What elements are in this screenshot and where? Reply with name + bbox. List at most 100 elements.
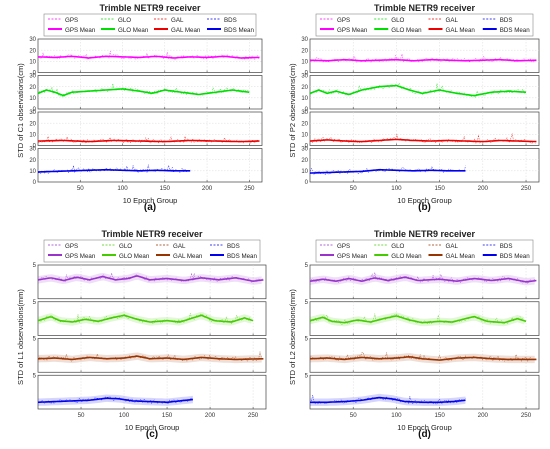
y-tick-label: 30 (29, 147, 36, 153)
x-tick-label: 200 (202, 185, 213, 192)
y-tick-label: 20 (29, 158, 36, 164)
legend-entry: GLO Mean (391, 253, 422, 260)
chart-title: Trimble NETR9 receiver (374, 229, 476, 239)
series-mean-gal (309, 355, 537, 361)
legend-entry: GPS Mean (337, 27, 368, 34)
legend-entry: BDS Mean (500, 253, 530, 260)
subplot-gps: 0 10 20 30 (301, 37, 540, 77)
y-axis-label: STD of P2 observations(cm) (288, 63, 297, 158)
y-tick-label: 5 (305, 337, 309, 343)
series-mean-bds (310, 396, 466, 404)
series-raw-gal (309, 351, 536, 363)
y-tick-label: 0 (33, 71, 37, 77)
y-tick-label: 30 (29, 37, 36, 43)
legend-entry: BDS (500, 243, 513, 250)
y-tick-label: 30 (29, 110, 36, 116)
subplot-axes (37, 148, 263, 183)
subplot-axes (37, 374, 267, 410)
x-tick-label: 50 (350, 412, 357, 419)
x-tick-label: 250 (521, 185, 532, 192)
legend-entry: GPS (337, 17, 350, 24)
legend-entry: GLO Mean (118, 27, 149, 34)
chart-title: Trimble NETR9 receiver (374, 3, 476, 13)
x-tick-label: 250 (244, 185, 255, 192)
y-tick-label: 10 (29, 96, 36, 102)
series-mean-glo (309, 84, 527, 97)
legend-entry: BDS Mean (500, 27, 530, 34)
legend-entry: GAL Mean (446, 27, 476, 34)
series-mean-gps (309, 276, 537, 283)
y-tick-label: 0 (305, 180, 309, 186)
legend-entry: GLO (391, 243, 404, 250)
series-mean-gal (37, 355, 264, 361)
y-tick-label: 20 (301, 121, 308, 127)
subplot-gal: 5 (305, 337, 540, 373)
subplot-axes (309, 374, 540, 410)
subplot-bds: 0 10 20 30 (301, 147, 540, 186)
legend-entry: GPS Mean (337, 253, 368, 260)
series-raw-gps (309, 272, 536, 285)
x-tick-label: 200 (205, 412, 216, 419)
std-band (38, 311, 252, 326)
legend-entry: GAL (173, 243, 186, 250)
y-tick-label: 30 (29, 74, 36, 80)
y-tick-label: 30 (301, 37, 308, 43)
y-axis-label: STD of C1 observations(cm) (16, 63, 25, 158)
y-tick-label: 0 (33, 107, 37, 113)
x-tick-label: 150 (434, 412, 445, 419)
legend-entry: GAL (171, 17, 184, 24)
y-tick-label: 0 (305, 107, 309, 113)
chart-panel-1: Trimble NETR9 receiver GPS GLO GAL BDS GPS Me… (16, 3, 263, 213)
legend-entry: GAL (446, 17, 459, 24)
legend-entry: GPS (65, 243, 78, 250)
y-tick-label: 10 (301, 133, 308, 139)
subplot-glo: 5 (33, 300, 267, 336)
subplot-gps: 5 (305, 263, 540, 300)
series-mean-glo (309, 315, 527, 324)
x-tick-label: 50 (350, 185, 357, 192)
y-tick-label: 5 (305, 300, 309, 306)
x-tick-label: 150 (162, 412, 173, 419)
subplot-gps: 0 10 20 30 (29, 37, 263, 77)
chart-title: Trimble NETR9 receiver (101, 229, 203, 239)
legend-entry: GLO (391, 17, 404, 24)
subplot-bds: 0 10 20 30 (29, 147, 263, 186)
subplot-axes (37, 111, 263, 146)
subplot-axes (309, 148, 540, 183)
y-tick-label: 5 (305, 263, 309, 269)
series-mean-bds (37, 397, 193, 404)
legend-entry: BDS Mean (227, 253, 257, 260)
panel-caption: (a) (144, 202, 156, 213)
series-raw-gal (37, 135, 259, 144)
legend-entry: GAL Mean (173, 253, 203, 260)
series-mean-gal (309, 138, 537, 143)
y-tick-label: 10 (301, 60, 308, 66)
x-tick-label: 100 (391, 412, 402, 419)
x-tick-label: 250 (521, 412, 532, 419)
subplot-gal: 0 10 20 30 (29, 110, 263, 150)
subplot-axes (37, 338, 267, 373)
x-tick-label: 200 (478, 185, 489, 192)
series-mean-gps (38, 55, 260, 59)
series-mean-gps (309, 58, 537, 62)
legend-box (315, 239, 534, 263)
y-tick-label: 5 (33, 263, 37, 269)
legend-entry: BDS Mean (224, 27, 254, 34)
legend-entry: GPS Mean (65, 253, 96, 260)
x-axis-label: 10 Epoch Group (397, 423, 452, 432)
legend-entry: BDS (227, 243, 240, 250)
y-tick-label: 10 (301, 169, 308, 175)
x-tick-label: 100 (117, 185, 128, 192)
y-tick-label: 0 (33, 180, 37, 186)
x-axis-label: 10 Epoch Group (123, 196, 178, 205)
subplot-axes (309, 338, 540, 373)
y-tick-label: 5 (33, 300, 37, 306)
legend-box (43, 13, 257, 37)
y-tick-label: 20 (29, 121, 36, 127)
series-mean-bds (309, 168, 466, 174)
series-raw-gps (37, 51, 259, 61)
legend-entry: GLO (118, 17, 131, 24)
y-tick-label: 20 (301, 158, 308, 164)
series-mean-glo (37, 314, 254, 323)
subplot-axes (309, 38, 540, 73)
